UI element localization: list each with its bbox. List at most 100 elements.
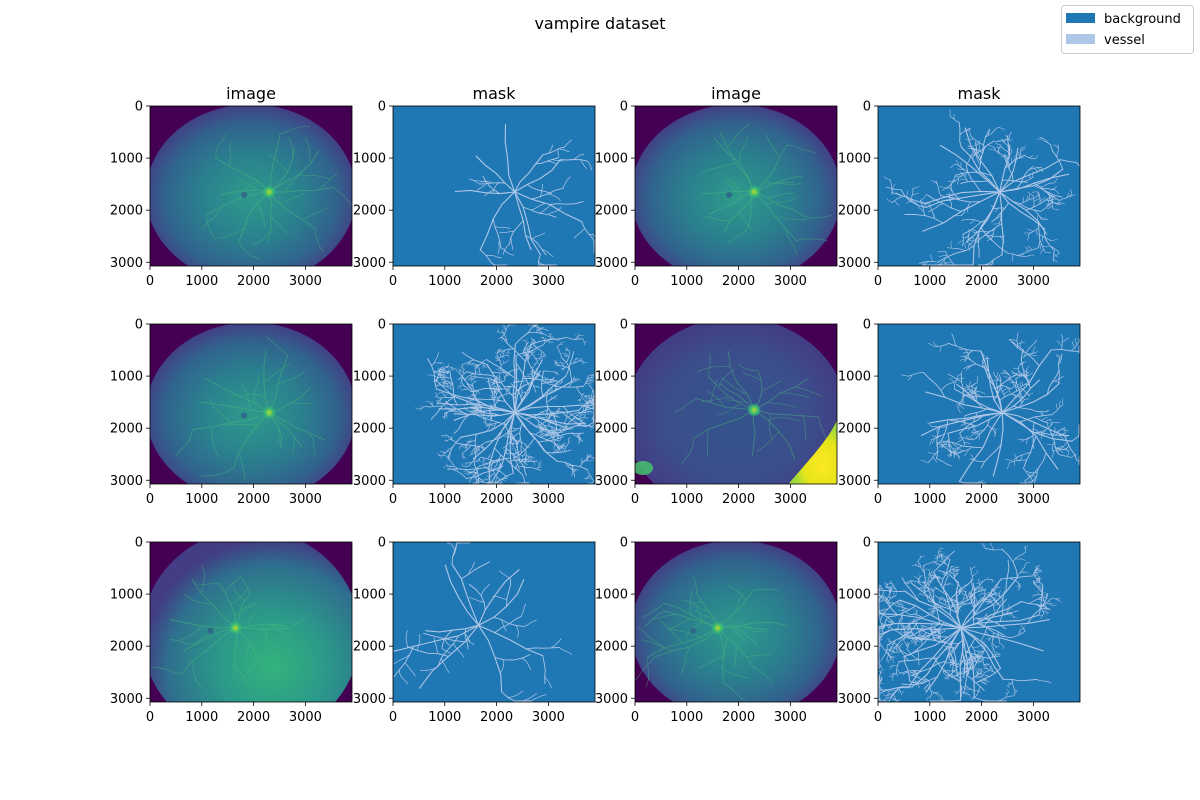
optic-disc (262, 405, 277, 420)
vessel-segment (494, 615, 522, 634)
vessel-segment (945, 677, 949, 680)
vessel-segment (887, 595, 896, 598)
vessel-segment (576, 433, 584, 443)
vessel-segment (909, 670, 913, 673)
vessel-segment (1028, 191, 1034, 196)
vessel-segment (436, 378, 439, 381)
vessel-segment (465, 638, 475, 646)
vessel-segment (529, 340, 533, 346)
vessel-segment (1055, 447, 1070, 451)
vessel-segment (1021, 250, 1028, 257)
vessel-segment (978, 659, 984, 663)
vessel-segment (878, 670, 881, 678)
vessel-segment (966, 365, 970, 371)
vessel-segment (1033, 568, 1038, 574)
vessel-segment (959, 414, 985, 434)
vessel-segment (464, 633, 471, 643)
vessel-segment (727, 123, 750, 148)
vessel-segment (292, 437, 295, 458)
vessel-segment (987, 594, 990, 598)
vessel-segment (753, 378, 809, 411)
vessel-segment (1006, 607, 1010, 614)
vessel-segment (471, 407, 475, 409)
vessel-segment (461, 382, 471, 392)
vessel-segment (489, 417, 492, 420)
vessel-segment (954, 171, 993, 177)
vessel-segment (1050, 349, 1080, 354)
vessel-segment (981, 585, 983, 588)
vessel-segment (216, 227, 245, 239)
vessel-segment (440, 657, 450, 673)
vessel-segment (957, 177, 959, 185)
vessel-segment (880, 608, 885, 614)
mask-vessels (415, 324, 595, 484)
y-tick-label: 2000 (353, 422, 386, 437)
vessel-segment (948, 599, 953, 603)
vessel-segment (1018, 628, 1022, 636)
x-tick-label: 3000 (289, 492, 322, 507)
vessel-segment (467, 472, 477, 474)
vessel-segment (494, 351, 498, 354)
vessel-segment (973, 230, 990, 234)
vessel-segment (968, 663, 972, 669)
vessel-segment (485, 359, 516, 379)
vessel-segment (527, 351, 535, 354)
vessel-segment (551, 411, 564, 413)
vessel-segment (480, 181, 493, 184)
vessel-segment (935, 180, 942, 197)
vessel-segment (1054, 426, 1056, 434)
vessel-segment (997, 146, 1001, 153)
vessel-segment (1002, 369, 1012, 378)
vessel-segment (463, 470, 466, 473)
vessel-segment (516, 450, 522, 454)
vessel-segment (580, 360, 584, 362)
x-tick-label: 1000 (913, 274, 946, 289)
vessel-segment (498, 355, 506, 359)
vessel-segment (448, 369, 452, 372)
vessel-segment (541, 430, 543, 434)
vessel-segment (1005, 559, 1010, 593)
vessel-segment (969, 458, 986, 462)
vessel-segment (900, 189, 927, 208)
vessel-segment (993, 223, 1000, 225)
y-tick-label: 1000 (353, 152, 386, 167)
axes-frame (634, 541, 838, 703)
vessel-segment (1026, 438, 1028, 445)
vessel-segment (1034, 416, 1049, 424)
vessel-segment (536, 414, 547, 419)
vessel-segment (968, 229, 975, 234)
vessel-segment (404, 662, 416, 677)
vessel-segment (510, 427, 522, 433)
vessel-segment (444, 393, 448, 397)
vessel-segment (928, 577, 932, 583)
vessel-segment (500, 338, 504, 341)
y-tick-label: 2000 (353, 204, 386, 219)
vessel-segment (930, 254, 934, 262)
vessel-segment (535, 357, 542, 359)
vessel-segment (996, 215, 1002, 219)
vessel-segment (478, 459, 481, 462)
vessel-segment (733, 646, 738, 670)
vessel-segment (472, 376, 489, 379)
vessel-segment (888, 692, 892, 695)
vessel-segment (489, 377, 502, 384)
vessel-segment (916, 649, 920, 666)
vessel-segment (764, 181, 795, 185)
vessel-segment (1018, 147, 1022, 159)
vessel-segment (974, 650, 982, 652)
vessel-segment (991, 207, 1006, 210)
vessel-segment (986, 612, 988, 616)
vessel-segment (954, 163, 969, 173)
y-tick-label: 0 (620, 318, 628, 333)
vessel-segment (464, 408, 470, 412)
vessel-segment (443, 417, 446, 420)
vessel-segment (1016, 252, 1026, 256)
vessel-segment (587, 477, 591, 480)
x-tick-label: 3000 (774, 492, 807, 507)
vessel-segment (582, 375, 589, 387)
vessel-segment (968, 129, 971, 137)
vessel-segment (713, 137, 755, 193)
vessel-segment (919, 261, 939, 264)
vessel-segment (947, 411, 1003, 434)
vessel-segment (433, 370, 440, 375)
